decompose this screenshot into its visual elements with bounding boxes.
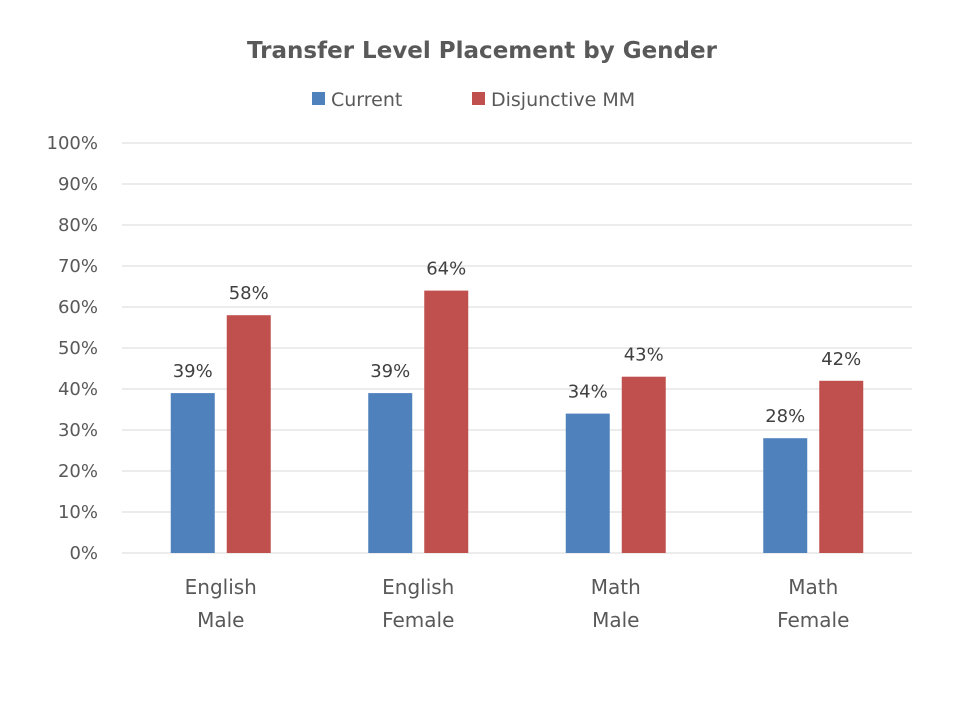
y-tick-label-30: 30% <box>58 420 98 441</box>
y-tick-label-50: 50% <box>58 338 98 359</box>
y-tick-label-80: 80% <box>58 215 98 236</box>
x-category-label-3-1: Female <box>777 608 849 632</box>
legend-label-1: Disjunctive MM <box>491 89 635 111</box>
bar-disjunctive-mm-1 <box>424 290 469 553</box>
y-tick-label-10: 10% <box>58 502 98 523</box>
legend-swatch-0 <box>312 92 325 105</box>
y-tick-label-60: 60% <box>58 297 98 318</box>
x-axis: English Male English Female Math Male Math Fema… <box>185 575 850 632</box>
data-label-current-2: 34% <box>568 382 608 403</box>
chart-title: Transfer Level Placement by Gender <box>247 38 718 64</box>
x-category-label-1-0: English <box>382 575 454 599</box>
bar-current-1 <box>368 393 413 553</box>
y-tick-label-70: 70% <box>58 256 98 277</box>
data-label-current-0: 39% <box>173 361 213 382</box>
bar-current-3 <box>763 438 808 553</box>
data-label-disjunctive-mm-2: 43% <box>624 345 664 366</box>
bars <box>170 290 864 553</box>
x-category-label-0-0: English <box>185 575 257 599</box>
x-category-label-2-1: Male <box>592 608 639 632</box>
x-category-label-1-1: Female <box>382 608 454 632</box>
bar-disjunctive-mm-2 <box>621 376 666 553</box>
data-label-disjunctive-mm-3: 42% <box>821 349 861 370</box>
y-axis: 0% 10% 20% 30% 40% 50% 60% 70% 80% 90% 100% <box>47 133 98 564</box>
data-label-disjunctive-mm-1: 64% <box>426 259 466 280</box>
data-label-current-1: 39% <box>370 361 410 382</box>
bar-disjunctive-mm-0 <box>226 315 271 553</box>
y-tick-label-100: 100% <box>47 133 98 154</box>
y-tick-label-90: 90% <box>58 174 98 195</box>
data-label-current-3: 28% <box>765 406 805 427</box>
legend-label-0: Current <box>331 89 402 111</box>
y-tick-label-40: 40% <box>58 379 98 400</box>
bar-current-0 <box>170 393 215 553</box>
x-category-label-0-1: Male <box>197 608 244 632</box>
bar-disjunctive-mm-3 <box>819 380 864 553</box>
y-tick-label-20: 20% <box>58 461 98 482</box>
bar-current-2 <box>565 413 610 553</box>
data-labels: 39% 58% 39% 64% 34% 43% 28% 42% <box>173 259 862 428</box>
data-label-disjunctive-mm-0: 58% <box>229 283 269 304</box>
x-category-label-3-0: Math <box>788 575 838 599</box>
y-tick-label-0: 0% <box>69 543 98 564</box>
x-category-label-2-0: Math <box>591 575 641 599</box>
legend-swatch-1 <box>472 92 485 105</box>
legend: Current Disjunctive MM <box>312 89 635 111</box>
